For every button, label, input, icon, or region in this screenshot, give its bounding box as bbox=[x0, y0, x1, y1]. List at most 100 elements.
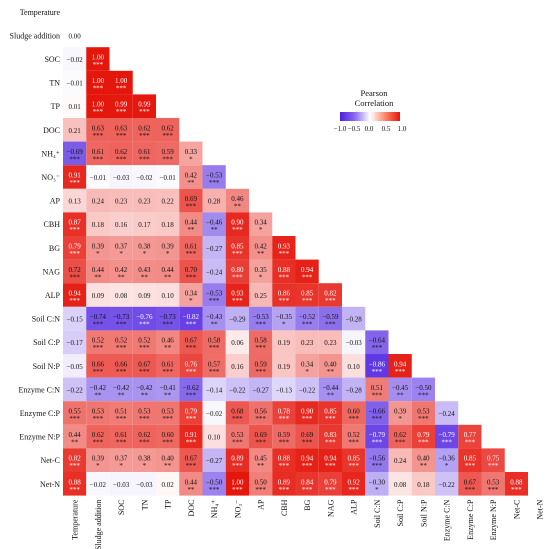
heatmap-cell bbox=[295, 259, 319, 284]
cell-value-label: 0.24 bbox=[92, 198, 105, 206]
heatmap-cell bbox=[132, 448, 156, 472]
heatmap-cell bbox=[86, 259, 110, 284]
cell-value-label: 0.23 bbox=[115, 198, 128, 206]
heatmap-cell bbox=[179, 306, 203, 331]
cell-significance-label: *** bbox=[93, 155, 104, 163]
heatmap-cell bbox=[458, 448, 482, 472]
cell-significance-label: *** bbox=[279, 273, 290, 281]
cell-significance-label: *** bbox=[186, 462, 197, 470]
cell-significance-label: *** bbox=[116, 415, 127, 423]
cell-value-label: −0.53 bbox=[206, 290, 223, 298]
cell-significance-label: *** bbox=[255, 439, 266, 447]
cell-value-label: 0.93 bbox=[278, 242, 291, 250]
cell-value-label: 0.75 bbox=[487, 455, 500, 463]
cell-significance-label: *** bbox=[255, 486, 266, 494]
cell-value-label: −0.73 bbox=[160, 313, 177, 321]
cell-value-label: 0.52 bbox=[115, 337, 128, 345]
cell-value-label: 0.61 bbox=[162, 360, 175, 368]
x-axis-label: SOC bbox=[117, 500, 126, 516]
heatmap-cell bbox=[109, 165, 133, 189]
heatmap-cell bbox=[179, 377, 203, 402]
heatmap-cell bbox=[365, 330, 389, 354]
heatmap-cell bbox=[225, 377, 249, 402]
heatmap-cell bbox=[318, 401, 342, 425]
heatmap-cell bbox=[225, 330, 249, 354]
cell-value-label: −0.03 bbox=[113, 174, 130, 182]
cell-value-label: −0.22 bbox=[299, 386, 316, 394]
x-axis-label: NH₄⁺ bbox=[210, 500, 219, 519]
heatmap-cell bbox=[63, 118, 87, 142]
heatmap-cell bbox=[202, 448, 226, 472]
heatmap-cell bbox=[156, 141, 180, 166]
heatmap-cell bbox=[132, 377, 156, 402]
cell-significance-label: *** bbox=[69, 250, 80, 258]
cell-value-label: −0.30 bbox=[369, 478, 386, 486]
cell-significance-label: *** bbox=[302, 439, 313, 447]
heatmap-cell bbox=[156, 188, 180, 213]
cell-value-label: 0.94 bbox=[69, 290, 82, 298]
cell-significance-label: *** bbox=[93, 439, 104, 447]
cell-significance-label: *** bbox=[209, 486, 220, 494]
cell-significance-label: *** bbox=[418, 391, 429, 399]
cell-significance-label: * bbox=[282, 321, 286, 329]
cell-significance-label: *** bbox=[255, 321, 266, 329]
cell-value-label: 0.70 bbox=[185, 266, 198, 274]
cell-significance-label: *** bbox=[488, 486, 499, 494]
cell-value-label: −0.69 bbox=[67, 148, 84, 156]
y-axis-label: NH₄⁺ bbox=[41, 149, 60, 158]
cell-significance-label: *** bbox=[325, 486, 336, 494]
cell-significance-label: *** bbox=[465, 462, 476, 470]
cell-value-label: 0.02 bbox=[162, 481, 175, 489]
heatmap-cell bbox=[225, 401, 249, 425]
cell-significance-label: *** bbox=[325, 297, 336, 305]
cell-value-label: −0.82 bbox=[183, 313, 200, 321]
cell-value-label: 0.24 bbox=[394, 457, 407, 465]
cell-value-label: 0.40 bbox=[162, 455, 175, 463]
cell-value-label: 0.62 bbox=[394, 431, 407, 439]
cell-value-label: 0.63 bbox=[115, 124, 128, 132]
cell-value-label: 0.67 bbox=[464, 478, 477, 486]
heatmap-cell bbox=[295, 424, 319, 449]
cell-value-label: 0.18 bbox=[92, 221, 105, 229]
cell-value-label: 0.93 bbox=[231, 290, 244, 298]
cell-value-label: −0.05 bbox=[67, 363, 84, 371]
heatmap-cell bbox=[388, 377, 412, 402]
heatmap-cell bbox=[249, 448, 273, 472]
cell-value-label: 0.79 bbox=[185, 408, 198, 416]
heatmap-cell bbox=[86, 424, 110, 449]
cell-significance-label: *** bbox=[511, 486, 522, 494]
cell-value-label: 0.10 bbox=[348, 363, 361, 371]
heatmap-cell bbox=[272, 401, 296, 425]
heatmap-cell bbox=[342, 330, 366, 354]
cell-significance-label: *** bbox=[348, 486, 359, 494]
cell-value-label: 0.00 bbox=[69, 32, 82, 40]
cell-significance-label: *** bbox=[162, 439, 173, 447]
cell-value-label: 0.90 bbox=[231, 219, 244, 227]
cell-significance-label: ** bbox=[327, 391, 335, 399]
cell-value-label: 0.38 bbox=[138, 455, 151, 463]
cell-value-label: 0.91 bbox=[69, 172, 82, 180]
heatmap-cell bbox=[109, 472, 133, 496]
cell-value-label: −0.56 bbox=[369, 455, 386, 463]
cell-significance-label: *** bbox=[186, 368, 197, 376]
cell-significance-label: *** bbox=[209, 179, 220, 187]
y-axis-label: Temperature bbox=[20, 8, 61, 17]
cell-significance-label: *** bbox=[209, 297, 220, 305]
heatmap-cell bbox=[272, 377, 296, 402]
heatmap-cell bbox=[295, 283, 319, 307]
cell-value-label: −0.15 bbox=[67, 316, 84, 324]
legend-tick: 1.0 bbox=[397, 125, 407, 133]
cell-value-label: 0.39 bbox=[92, 455, 105, 463]
heatmap-cell bbox=[435, 472, 459, 496]
cell-value-label: −0.35 bbox=[276, 313, 293, 321]
cell-significance-label: *** bbox=[139, 108, 150, 116]
cell-value-label: 0.38 bbox=[138, 242, 151, 250]
cell-value-label: −0.76 bbox=[136, 313, 153, 321]
cell-significance-label: *** bbox=[93, 61, 104, 69]
cell-value-label: 0.50 bbox=[255, 478, 268, 486]
cell-significance-label: *** bbox=[69, 179, 80, 187]
cell-significance-label: *** bbox=[116, 321, 127, 329]
cell-value-label: 0.23 bbox=[138, 198, 151, 206]
heatmap-cell bbox=[86, 188, 110, 213]
heatmap-cell bbox=[272, 448, 296, 472]
